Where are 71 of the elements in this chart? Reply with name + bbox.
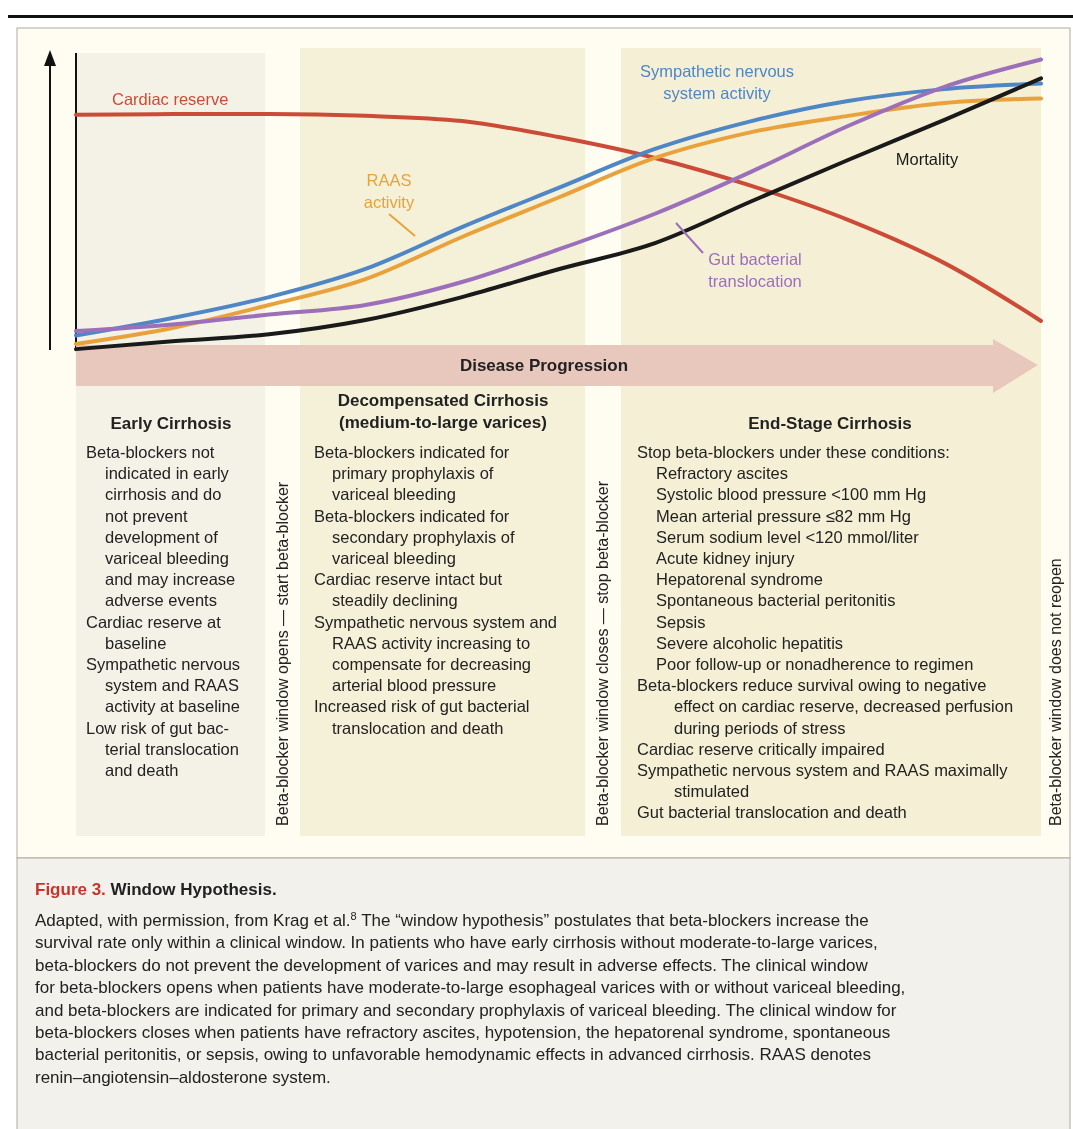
text: Beta-blockers not [86, 443, 215, 461]
series-label: Cardiac reserve [112, 90, 229, 108]
text: RAAS activity [363, 171, 415, 211]
text: Cardiac reserve intact but [314, 570, 503, 589]
text: Adapted, with permission, from Krag et al.$^{8}$ The “window hypothesis” postulates that beta-blockers increase the [35, 910, 869, 930]
text: Stop beta-blockers under these conditions: [637, 443, 950, 461]
text: (medium-to-large varices) [339, 413, 547, 432]
text: Low risk of gut bac- [86, 718, 230, 737]
text: Poor follow-up or nonadherence to regimen [656, 655, 974, 673]
text: Sympathetic nervous system and RAAS maximally [637, 761, 1009, 779]
text: Mean arterial pressure ≤82 mm Hg [656, 506, 911, 525]
text: primary prophylaxis of [332, 464, 494, 483]
text: not prevent [105, 506, 188, 525]
text: Beta-blocker window closes — stop beta-blocker [594, 480, 611, 826]
caption: Figure 3. [35, 880, 111, 899]
text: Beta-blockers indicated for [314, 443, 510, 461]
text: Cardiac reserve critically impaired [637, 739, 885, 758]
text: beta-blockers do not prevent the development of varices and may result in adverse effects. The clinical window [35, 955, 869, 975]
text: Gut bacterial translocation and death [637, 803, 907, 822]
text: development of [105, 527, 219, 546]
text: Decompensated Cirrhosis [337, 391, 549, 410]
text: Gut bacterial translocation [708, 250, 802, 290]
text: Serum sodium level <120 mmol/liter [656, 527, 920, 546]
text: Sympathetic nervous [86, 655, 241, 673]
text: Early Cirrhosis [110, 414, 232, 433]
text: Window Hypothesis. [110, 880, 277, 899]
text: renin–angiotensin–aldosterone system. [35, 1067, 331, 1087]
text: compensate for decreasing [332, 655, 532, 673]
text: effect on cardiac reserve, decreased perfusion [674, 697, 1014, 716]
text: system and RAAS [105, 676, 239, 695]
text: and beta-blockers are indicated for primary and secondary prophylaxis of variceal bleeding. The clinical window for [35, 1000, 897, 1020]
text: variceal bleeding [332, 549, 456, 567]
text: RAAS activity increasing to [332, 633, 531, 652]
text: during periods of stress [674, 718, 846, 737]
text: Increased risk of gut bacterial [314, 697, 530, 716]
text: activity at baseline [105, 697, 240, 716]
text: Beta-blockers indicated for [314, 506, 510, 525]
x-axis-title: Disease Progression [459, 356, 629, 375]
text: Hepatorenal syndrome [656, 570, 823, 589]
text: Spontaneous bacterial peritonitis [656, 591, 896, 610]
text: Cardiac reserve at [86, 612, 222, 631]
text: End-Stage Cirrhosis [748, 414, 912, 433]
text: arterial blood pressure [332, 676, 497, 695]
text: Severe alcoholic hepatitis [656, 633, 844, 652]
text: Acute kidney injury [656, 549, 796, 567]
text: adverse events [105, 591, 217, 610]
text: for beta-blockers opens when patients have moderate-to-large esophageal varices with or without variceal bleeding, [35, 978, 906, 998]
text: indicated in early [105, 464, 230, 483]
series-label: Mortality [895, 150, 959, 168]
text: beta-blockers closes when patients have refractory ascites, hypotension, the hepatorenal syndrome, spontaneous [35, 1023, 891, 1042]
text: Beta-blocker window opens — start beta-blocker [274, 481, 291, 826]
text: cirrhosis and do [105, 485, 222, 504]
text: Systolic blood pressure <100 mm Hg [656, 485, 927, 504]
text: variceal bleeding [332, 485, 456, 504]
text: baseline [105, 633, 167, 652]
text: and may increase [105, 570, 236, 589]
text: survival rate only within a clinical window. In patients who have early cirrhosis without moderate-to-large varices, [35, 933, 878, 953]
text: Sepsis [656, 612, 706, 631]
text: translocation and death [332, 718, 504, 737]
text: Sympathetic nervous system and [314, 612, 558, 631]
text: stimulated [674, 782, 750, 801]
text: steadily declining [332, 591, 458, 610]
text: and death [105, 761, 179, 779]
text: Beta-blockers reduce survival owing to negative [637, 676, 987, 695]
text: secondary prophylaxis of [332, 527, 515, 546]
text: variceal bleeding [105, 549, 229, 567]
text: Refractory ascites [656, 464, 789, 483]
text: Beta-blocker window does not reopen [1047, 558, 1064, 826]
series-label: Sympathetic nervous system activity [639, 62, 795, 102]
text: bacterial peritonitis, or sepsis, owing to unfavorable hemodynamic effects in advanced cirrhosis. RAAS denotes [35, 1045, 871, 1065]
text: terial translocation [105, 739, 239, 758]
